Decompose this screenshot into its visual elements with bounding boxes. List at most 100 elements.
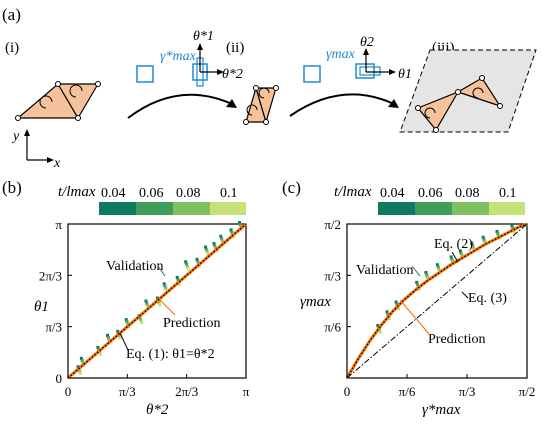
- chart-b-validation-point: [125, 320, 129, 324]
- chart-c-validation-point: [512, 230, 516, 234]
- chart-b-eq1-line: [67, 223, 247, 379]
- chart-c-validation-point: [481, 235, 485, 239]
- chart-b-validation-point: [238, 221, 241, 225]
- gamma-star-label: γ*max: [160, 49, 197, 64]
- chart-c-validation-point: [394, 300, 398, 304]
- colorbar-c-tick-1: 0.04: [380, 186, 405, 201]
- chart-c-validation-point: [451, 259, 455, 263]
- colorbar-c-swatch-4: [489, 202, 525, 215]
- chart-b-validation-point: [163, 284, 167, 288]
- chart-b-ytick-label: 0: [56, 371, 63, 386]
- chart-b-validation-point: [140, 320, 144, 324]
- chart-c-xtick-label: π/2: [519, 384, 536, 399]
- chart-b-validation-point: [118, 336, 122, 340]
- chart-b-validation-point: [98, 352, 102, 356]
- chart-c-xtick-label: π/3: [459, 384, 476, 399]
- chart-b-validation-point: [157, 300, 161, 305]
- chart-c-validation-point: [458, 249, 462, 253]
- square-icon: [136, 65, 154, 83]
- colorbar-b-tick-4: 0.1: [220, 186, 238, 201]
- chart-c-validation-point: [424, 271, 428, 275]
- arrow-head-icon-2: [388, 99, 399, 108]
- chart-c-validation-point: [395, 302, 399, 306]
- chart-c-validation-point: [450, 257, 454, 261]
- chart-b-validation-point: [162, 282, 166, 286]
- theta2-label: θ2: [360, 35, 374, 50]
- chart-c: 0 π/6 π/3 π/2 π/6 π/3 π/2 Eq. (2) Validation E…: [300, 217, 535, 418]
- chart-c-validation-point: [426, 275, 429, 279]
- chart-c-eq3-line: [346, 223, 528, 379]
- chart-c-validation-point: [510, 224, 514, 228]
- colorbar-b-tick-2: 0.06: [139, 186, 164, 201]
- chart-c-validation-point: [415, 280, 419, 284]
- chart-b-validation-point: [178, 282, 182, 286]
- colorbar-c-swatch-1: [378, 202, 415, 215]
- chart-b-validation-point: [76, 365, 80, 369]
- chart-c-validation-point: [436, 265, 440, 269]
- chart-b-validation-point: [184, 260, 188, 264]
- chart-b-frame: [67, 223, 247, 379]
- chart-c-validation-point: [437, 267, 441, 271]
- chart-b-validation-point: [146, 303, 150, 308]
- colorbar-b: t/lmax 0.04 0.06 0.08 0.1: [58, 184, 246, 215]
- chart-c-frame: [346, 223, 528, 379]
- chart-b-validation-point: [229, 228, 233, 232]
- panel-label-a: (a): [2, 5, 21, 24]
- chart-c-validation-point: [376, 324, 380, 328]
- panel-label-c: (c): [282, 178, 301, 197]
- chart-c-validation-point: [425, 273, 429, 277]
- chart-b-xtick-label: 0: [65, 384, 72, 399]
- chart-b-validation-point: [220, 239, 224, 243]
- transition-2: γmax θ2 θ1: [289, 35, 412, 117]
- chart-b-validation-point: [79, 356, 83, 360]
- chart-b-validation-point: [164, 286, 168, 290]
- chart-c-ytick-label: π/2: [324, 217, 341, 232]
- chart-b-validation-point: [175, 275, 179, 280]
- colorbar-c-tick-2: 0.06: [418, 186, 443, 201]
- chart-b-validation-point: [124, 318, 128, 322]
- colorbar-c: t/lmax 0.04 0.06 0.08 0.1: [334, 184, 525, 215]
- chart-b-ytick-label: π/3: [45, 320, 62, 335]
- chart-b-validation-point: [185, 262, 188, 266]
- chart-b-validation-point: [206, 252, 210, 256]
- chart-c-validation-point: [387, 316, 391, 321]
- chart-b-validation-point: [158, 303, 162, 307]
- chart-c-annotation-validation: Validation: [356, 263, 414, 278]
- panel-label-b: (b): [2, 178, 22, 197]
- chart-c-validation-point: [435, 263, 439, 267]
- chart-c-validation-point: [511, 226, 515, 230]
- chart-c-ytick-label: π/3: [324, 268, 341, 283]
- chart-b-validation-point: [204, 245, 207, 249]
- chart-c-xtick-label: 0: [344, 384, 351, 399]
- chart-b-xtick-label: 2π/3: [175, 384, 198, 399]
- chart-c-validation-point: [495, 229, 499, 234]
- chart-c-ylabel: γmax: [300, 294, 331, 310]
- chart-b-validation-point: [214, 246, 218, 250]
- colorbar-label-b: t/lmax: [58, 184, 96, 200]
- chart-b-xlabel: θ*2: [146, 402, 169, 418]
- chart-b-ytick-label: π: [55, 217, 62, 232]
- chart-c-annotation-eq3: Eq. (3): [468, 291, 507, 306]
- chart-c-validation-point: [459, 251, 463, 255]
- chart-b-validation-point: [204, 247, 208, 251]
- coordinate-axes: y x: [11, 129, 61, 171]
- chart-b-validation-point: [117, 334, 121, 338]
- chart-b-validation-point: [126, 322, 130, 326]
- chart-b-validation-point: [196, 260, 200, 264]
- gamma-label: γmax: [326, 47, 356, 62]
- chart-b-validation-point: [165, 288, 169, 293]
- coord-x-label: x: [53, 156, 61, 171]
- chart-b-validation-point: [96, 346, 100, 350]
- sheared-square-icon-2: [355, 63, 375, 79]
- chart-c-annotation-eq2: Eq. (2): [434, 237, 473, 252]
- chart-c-validation-point: [471, 243, 475, 247]
- chart-b-validation-point: [145, 301, 149, 305]
- chart-b-validation-point: [185, 264, 189, 268]
- chart-b-validation-point: [138, 316, 142, 320]
- colorbar-c-swatch-2: [415, 202, 452, 215]
- chart-c-validation-point: [378, 330, 382, 334]
- chart-b-validation-point: [176, 278, 180, 282]
- chart-b-validation-point: [106, 333, 109, 337]
- colorbar-c-swatch-3: [452, 202, 489, 215]
